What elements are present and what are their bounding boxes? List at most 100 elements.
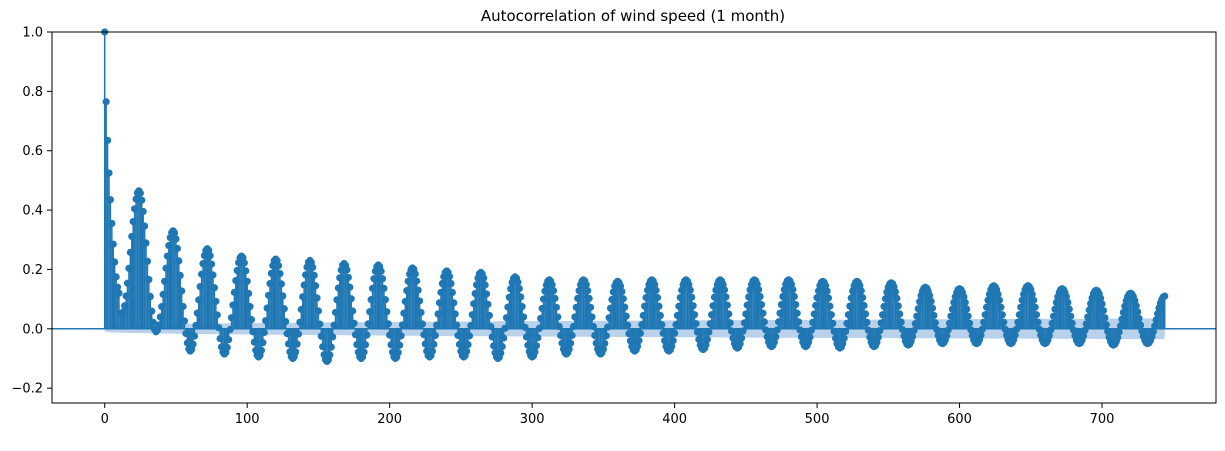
acf-point bbox=[165, 242, 173, 250]
acf-point bbox=[1031, 303, 1039, 311]
acf-point bbox=[633, 342, 642, 350]
acf-point bbox=[106, 196, 115, 204]
acf-point bbox=[689, 302, 697, 310]
acf-point bbox=[470, 300, 478, 308]
acf-point bbox=[712, 286, 720, 294]
acf-point bbox=[515, 284, 523, 293]
acf-point bbox=[705, 328, 713, 336]
acf-point bbox=[557, 331, 565, 340]
acf-point bbox=[378, 275, 387, 283]
acf-point bbox=[102, 98, 110, 106]
acf-point bbox=[756, 292, 764, 301]
acf-point bbox=[113, 283, 122, 291]
acf-point bbox=[574, 294, 582, 302]
acf-point bbox=[729, 334, 737, 342]
acf-point bbox=[914, 305, 922, 313]
acf-point bbox=[364, 320, 372, 328]
acf-point bbox=[173, 244, 181, 253]
acf-point bbox=[207, 260, 216, 268]
acf-point bbox=[554, 313, 562, 321]
acf-point bbox=[944, 326, 952, 334]
acf-point bbox=[928, 304, 937, 312]
acf-point bbox=[656, 311, 664, 320]
acf-point bbox=[1135, 314, 1143, 323]
acf-point bbox=[621, 303, 629, 311]
acf-point bbox=[586, 303, 595, 311]
acf-point bbox=[708, 311, 716, 319]
acf-point bbox=[1000, 318, 1008, 326]
acf-point bbox=[411, 270, 419, 278]
acf-point bbox=[435, 299, 444, 307]
acf-point bbox=[267, 269, 276, 277]
acf-point bbox=[450, 299, 458, 307]
acf-point bbox=[368, 284, 377, 292]
acf-point bbox=[413, 277, 421, 285]
acf-point bbox=[190, 332, 199, 340]
acf-point bbox=[401, 297, 409, 306]
acf-point bbox=[282, 318, 290, 326]
acf-point bbox=[913, 312, 921, 320]
acf-point bbox=[128, 232, 136, 241]
acf-point bbox=[192, 321, 200, 330]
acf-point bbox=[448, 288, 456, 297]
acf-point bbox=[485, 311, 493, 320]
acf-point bbox=[710, 293, 719, 301]
acf-point bbox=[418, 320, 427, 328]
y-tick-label: −0.2 bbox=[11, 382, 43, 397]
acf-point bbox=[227, 314, 236, 322]
acf-point bbox=[437, 288, 445, 297]
acf-point bbox=[310, 271, 318, 279]
acf-point bbox=[1018, 296, 1026, 304]
acf-point bbox=[397, 332, 405, 340]
acf-point bbox=[215, 324, 223, 332]
acf-point bbox=[602, 332, 610, 340]
acf-point bbox=[844, 311, 853, 319]
y-tick-label: 0.6 bbox=[22, 144, 43, 159]
acf-point bbox=[777, 300, 786, 309]
acf-point bbox=[109, 240, 117, 248]
acf-point bbox=[260, 328, 268, 337]
acf-point bbox=[316, 320, 324, 328]
acf-point bbox=[676, 294, 684, 302]
acf-point bbox=[1062, 293, 1071, 301]
acf-point bbox=[635, 337, 643, 345]
acf-point bbox=[464, 341, 472, 349]
acf-point bbox=[262, 317, 270, 325]
acf-point bbox=[276, 270, 284, 278]
acf-point bbox=[514, 278, 522, 286]
acf-point bbox=[893, 294, 901, 302]
acf-point bbox=[702, 341, 710, 349]
acf-point bbox=[623, 321, 632, 329]
acf-point bbox=[806, 333, 814, 341]
acf-point bbox=[438, 279, 446, 288]
acf-point bbox=[1079, 332, 1088, 340]
acf-point bbox=[772, 333, 780, 341]
acf-point bbox=[206, 252, 214, 260]
acf-point bbox=[344, 273, 352, 282]
acf-point bbox=[1085, 306, 1093, 314]
acf-point bbox=[998, 311, 1006, 319]
acf-point bbox=[121, 302, 129, 310]
acf-point bbox=[163, 252, 172, 260]
acf-point bbox=[428, 347, 437, 355]
acf-point bbox=[472, 281, 481, 289]
acf-point bbox=[720, 286, 729, 294]
acf-point bbox=[195, 296, 203, 304]
acf-point bbox=[387, 341, 395, 349]
acf-point bbox=[451, 310, 459, 318]
acf-point bbox=[688, 293, 696, 301]
acf-point bbox=[350, 319, 358, 327]
acf-point bbox=[175, 257, 183, 265]
acf-point bbox=[199, 260, 207, 268]
acf-point bbox=[826, 302, 834, 310]
acf-point bbox=[658, 321, 666, 329]
acf-point bbox=[1118, 315, 1126, 323]
acf-point bbox=[622, 312, 630, 320]
acf-point bbox=[283, 330, 291, 338]
acf-point bbox=[1048, 319, 1056, 327]
x-tick-label: 200 bbox=[377, 412, 402, 427]
acf-point bbox=[126, 248, 134, 256]
acf-point bbox=[539, 295, 548, 303]
acf-point bbox=[830, 327, 838, 335]
acf-point bbox=[669, 337, 677, 345]
